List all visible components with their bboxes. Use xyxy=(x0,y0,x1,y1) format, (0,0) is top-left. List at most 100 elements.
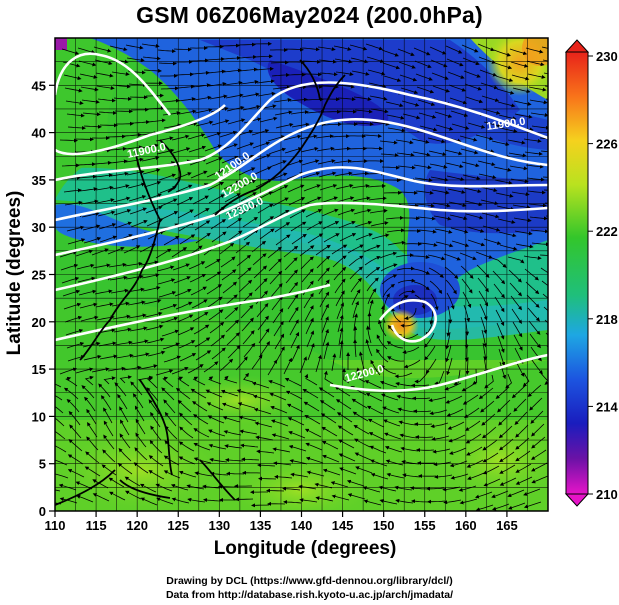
streamline xyxy=(131,120,150,125)
streamline xyxy=(317,159,336,165)
streamline xyxy=(64,87,83,93)
streamline xyxy=(206,57,225,62)
streamline xyxy=(208,376,222,385)
streamline xyxy=(114,221,132,229)
streamline xyxy=(237,267,252,280)
streamline xyxy=(398,289,416,297)
streamline xyxy=(172,263,190,271)
streamline xyxy=(186,484,205,490)
streamline xyxy=(283,500,302,505)
streamline xyxy=(221,155,239,164)
streamline xyxy=(84,396,96,412)
streamline xyxy=(492,503,510,511)
streamline xyxy=(141,43,160,48)
colorbar-tick-label: 226 xyxy=(596,137,618,152)
streamline xyxy=(193,413,209,425)
streamline xyxy=(495,309,505,327)
streamline xyxy=(314,482,333,489)
streamline xyxy=(177,327,195,336)
streamline xyxy=(459,252,477,261)
streamline xyxy=(175,72,194,77)
streamline xyxy=(145,205,163,214)
streamline xyxy=(531,475,548,484)
streamline xyxy=(494,62,513,70)
streamline xyxy=(222,281,238,294)
streamline xyxy=(127,300,146,306)
streamline xyxy=(142,56,161,61)
streamline xyxy=(318,387,335,398)
streamline xyxy=(336,84,355,89)
streamline xyxy=(414,177,433,182)
streamline xyxy=(140,143,159,149)
streamline xyxy=(365,338,373,357)
streamline xyxy=(241,457,260,462)
streamline xyxy=(513,334,523,351)
streamline xyxy=(306,109,325,114)
streamline xyxy=(290,331,299,349)
streamline xyxy=(368,82,387,89)
streamline xyxy=(362,486,381,493)
streamline xyxy=(155,483,173,492)
streamline xyxy=(465,96,484,104)
streamline xyxy=(139,243,156,253)
streamline xyxy=(467,122,486,129)
streamline xyxy=(132,393,144,409)
streamline xyxy=(146,376,158,389)
streamline xyxy=(369,95,388,101)
streamline xyxy=(491,490,509,498)
streamline xyxy=(527,190,546,195)
streamline xyxy=(531,359,543,375)
streamline xyxy=(238,279,253,293)
streamline xyxy=(515,463,532,473)
streamline xyxy=(539,371,548,385)
streamline xyxy=(187,497,206,503)
streamline xyxy=(96,315,115,321)
streamline xyxy=(193,428,210,438)
streamline xyxy=(318,59,337,64)
streamline xyxy=(526,294,540,308)
streamline xyxy=(179,234,196,245)
streamline xyxy=(539,137,548,140)
streamline xyxy=(156,497,174,505)
streamline xyxy=(419,125,438,132)
streamline xyxy=(480,316,488,335)
streamline xyxy=(254,421,273,428)
streamline xyxy=(139,364,158,370)
streamline xyxy=(257,91,276,97)
streamline xyxy=(192,376,206,386)
streamline xyxy=(462,394,479,405)
streamline xyxy=(77,47,96,54)
streamline xyxy=(529,333,541,349)
streamline xyxy=(163,123,182,129)
streamline xyxy=(478,387,494,400)
streamline xyxy=(530,112,548,118)
chart-title: GSM 06Z06May2024 (200.0hPa) xyxy=(136,2,483,28)
credit-data-source: Data from http://database.rish.kyoto-u.a… xyxy=(165,589,454,601)
streamline xyxy=(221,269,237,281)
streamline xyxy=(446,357,453,376)
streamline xyxy=(335,71,354,76)
streamline xyxy=(512,204,531,210)
streamline xyxy=(394,485,413,491)
streamline xyxy=(302,171,321,179)
streamline xyxy=(240,443,259,448)
streamline xyxy=(208,82,227,87)
streamline xyxy=(382,283,395,298)
streamline xyxy=(321,208,339,217)
streamline xyxy=(443,499,462,505)
colorbar: 230 226 222 218 214 210 xyxy=(564,39,618,507)
streamline xyxy=(142,286,161,292)
streamline xyxy=(464,407,480,418)
streamline xyxy=(129,207,147,215)
streamline xyxy=(291,344,300,362)
streamline xyxy=(103,376,116,385)
streamline xyxy=(285,269,298,284)
streamline xyxy=(386,228,405,233)
streamline xyxy=(401,333,419,341)
streamline xyxy=(453,369,461,386)
streamline xyxy=(67,238,86,245)
streamline xyxy=(355,122,374,127)
streamline xyxy=(412,268,431,275)
streamline xyxy=(226,218,242,229)
streamline xyxy=(225,457,244,462)
